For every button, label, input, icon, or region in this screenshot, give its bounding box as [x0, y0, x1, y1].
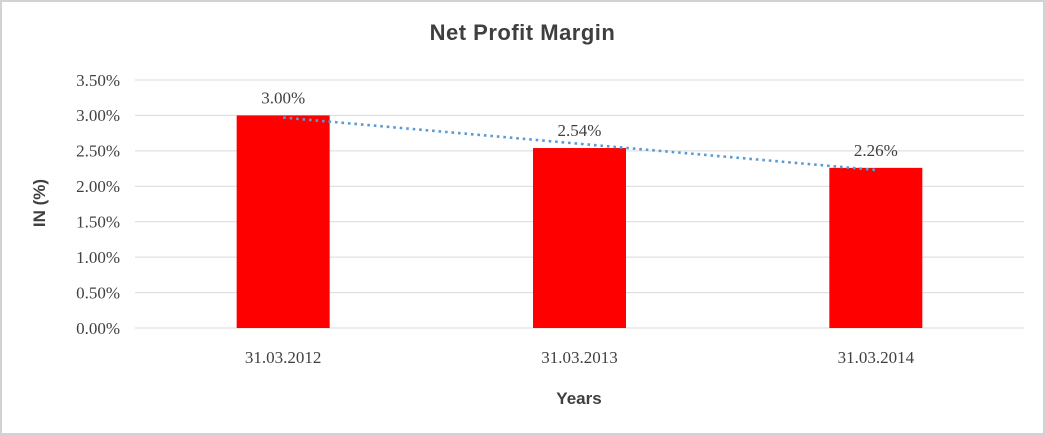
x-tick-label: 31.03.2014	[838, 348, 915, 367]
y-tick-label: 0.50%	[76, 283, 120, 302]
x-axis-title: Years	[556, 389, 602, 408]
bar	[533, 148, 626, 328]
y-tick-label: 0.00%	[76, 319, 120, 338]
y-tick-label: 3.50%	[76, 71, 120, 90]
bar-value-label: 2.54%	[558, 121, 602, 140]
y-tick-label: 1.50%	[76, 212, 120, 231]
x-tick-label: 31.03.2012	[245, 348, 322, 367]
y-tick-label: 2.00%	[76, 177, 120, 196]
x-tick-label: 31.03.2013	[541, 348, 618, 367]
y-tick-label: 1.00%	[76, 248, 120, 267]
trendline	[283, 116, 876, 172]
y-tick-label: 3.00%	[76, 106, 120, 125]
bar	[236, 115, 330, 328]
bar	[829, 167, 923, 328]
bar-value-label: 3.00%	[261, 88, 305, 107]
chart-title: Net Profit Margin	[429, 20, 616, 45]
y-tick-label: 2.50%	[76, 142, 120, 161]
bar-value-label: 2.26%	[854, 141, 898, 160]
